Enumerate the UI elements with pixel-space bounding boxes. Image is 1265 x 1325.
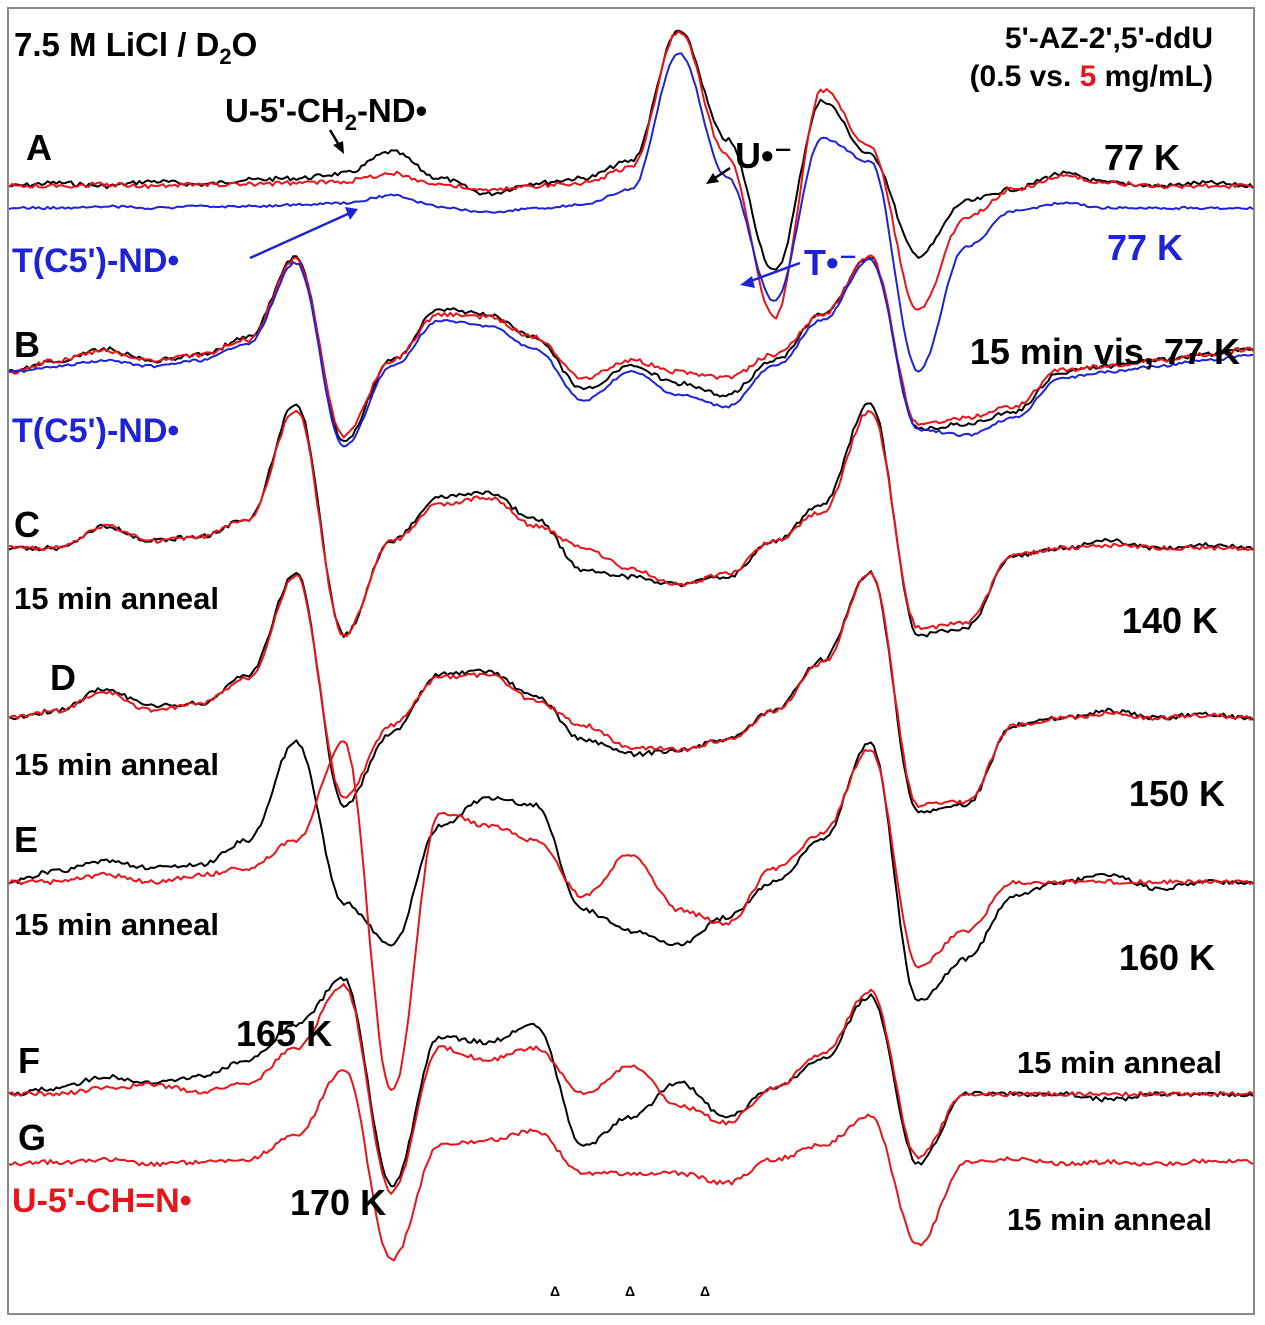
arrow-head-u-anion [706, 173, 719, 184]
spectrum-g-red [9, 1069, 1254, 1262]
spectrum-b-blue [8, 258, 1254, 448]
arrow-head-t-c5-nd [345, 207, 358, 220]
panel-label-c: C [14, 504, 40, 545]
spectrum-d-red [8, 571, 1254, 809]
arrow-head-t-anion [740, 276, 755, 288]
annotation-u-ch2-nd: U-5'-CH2-ND• [225, 92, 427, 135]
spectrum-b-red [8, 254, 1254, 439]
annotation-t-c5-nd-a: T(C5')-ND• [12, 242, 179, 280]
anneal-note-e: 15 min anneal [14, 907, 219, 942]
spectrum-c-red [8, 409, 1254, 638]
spectrum-a-red [8, 30, 1254, 320]
field-marker-1: Δ [550, 1283, 560, 1299]
temp-label-e: 160 K [1119, 937, 1215, 978]
arrow-t-anion [747, 261, 801, 284]
temp-label-d: 150 K [1129, 773, 1225, 814]
figure-frame [7, 7, 1255, 1315]
condition-label-b: 15 min vis, 77 K [970, 331, 1240, 372]
temp-label-g: 170 K [290, 1182, 386, 1223]
spectrum-f-red [8, 983, 1254, 1195]
panel-label-g: G [18, 1117, 46, 1158]
annotation-t-c5-nd-b: T(C5')-ND• [12, 412, 179, 450]
annotation-u-anion: U•⁻ [735, 135, 793, 176]
temp-label-a-black: 77 K [1104, 137, 1180, 178]
anneal-note-c: 15 min anneal [14, 581, 219, 616]
panel-label-e: E [14, 819, 38, 860]
annotation-u-ch-n: U-5'-CH=N• [12, 1182, 192, 1220]
anneal-note-g: 15 min anneal [1007, 1202, 1212, 1237]
panel-label-d: D [50, 657, 76, 698]
solvent-label: 7.5 M LiCl / D2O [14, 26, 257, 69]
temp-label-f: 165 K [236, 1013, 332, 1054]
arrow-head-u-ch2-nd [333, 141, 344, 154]
spectra-traces [8, 29, 1254, 1262]
panel-label-f: F [18, 1040, 40, 1081]
spectrum-a-blue [8, 52, 1254, 373]
annotation-arrows [249, 129, 801, 288]
panel-label-a: A [26, 127, 52, 168]
annotation-t-anion: T•⁻ [804, 242, 858, 283]
spectrum-f-black [8, 976, 1254, 1188]
concentration-label: (0.5 vs. 5 mg/mL) [970, 60, 1213, 93]
arrow-t-c5-nd [249, 211, 351, 260]
field-marker-3: Δ [700, 1283, 710, 1299]
panel-label-b: B [14, 324, 40, 365]
spectrum-c-black [8, 402, 1254, 638]
temp-label-c: 140 K [1122, 600, 1218, 641]
spectrum-e-red [8, 740, 1254, 1091]
anneal-note-f: 15 min anneal [1017, 1045, 1222, 1080]
temp-label-a-blue: 77 K [1107, 227, 1183, 268]
field-marker-2: Δ [625, 1283, 635, 1299]
compound-label: 5'-AZ-2',5'-ddU [1005, 22, 1213, 55]
anneal-note-d: 15 min anneal [14, 747, 219, 782]
spectrum-e-black [8, 739, 1254, 1002]
spectrum-b-black [8, 255, 1254, 442]
